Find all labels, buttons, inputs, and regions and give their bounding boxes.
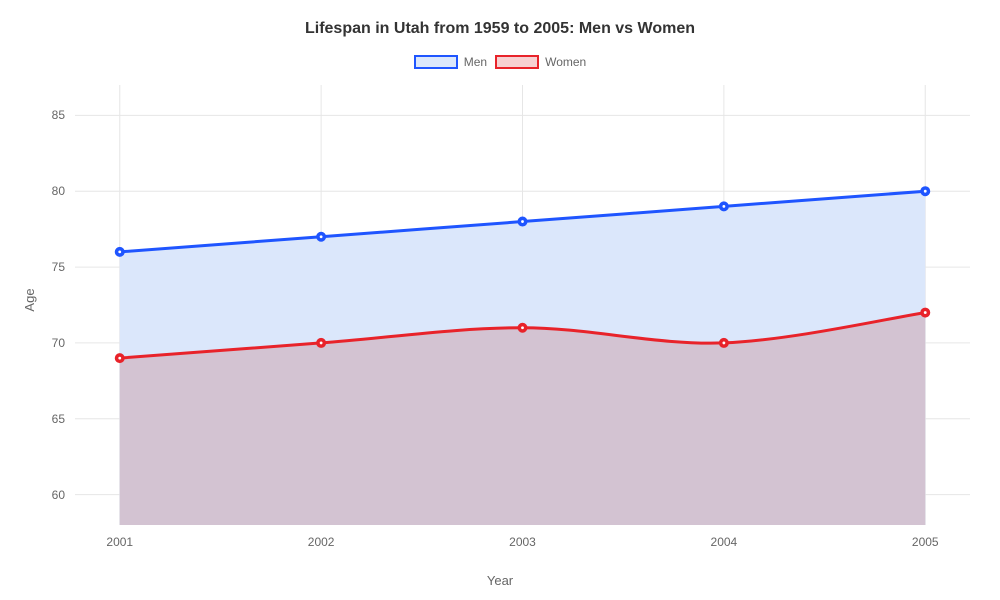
legend: Men Women [0,55,1000,69]
y-tick-label: 65 [52,412,65,426]
chart-svg [75,85,970,525]
legend-swatch-women [495,55,539,69]
chart-container: Lifespan in Utah from 1959 to 2005: Men … [0,0,1000,600]
chart-plot-area: 20012002200320042005606570758085 [75,85,970,525]
x-tick-label: 2004 [711,535,738,549]
y-tick-label: 80 [52,184,65,198]
legend-swatch-men [414,55,458,69]
x-axis-label: Year [0,573,1000,588]
legend-item-women[interactable]: Women [495,55,586,69]
x-tick-label: 2002 [308,535,335,549]
x-tick-label: 2005 [912,535,939,549]
legend-item-men[interactable]: Men [414,55,487,69]
y-axis-label: Age [22,288,37,311]
chart-title: Lifespan in Utah from 1959 to 2005: Men … [0,20,1000,38]
y-tick-label: 60 [52,488,65,502]
y-tick-label: 75 [52,260,65,274]
y-tick-label: 70 [52,336,65,350]
y-tick-label: 85 [52,108,65,122]
x-tick-label: 2003 [509,535,536,549]
x-tick-label: 2001 [106,535,133,549]
legend-label-women: Women [545,55,586,69]
legend-label-men: Men [464,55,487,69]
